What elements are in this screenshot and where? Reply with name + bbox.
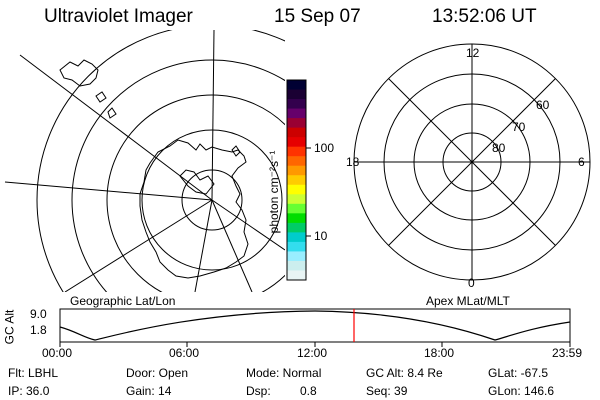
gc-alt-frame (59, 308, 571, 343)
color-bar-segment (287, 222, 306, 233)
color-bar-segment (287, 260, 306, 271)
date-label: 15 Sep 07 (274, 6, 361, 27)
status-glat: GLat: -67.5 (488, 366, 549, 380)
australia-coastline (59, 59, 99, 87)
coastline-detail (107, 107, 117, 119)
color-bar-segment (287, 203, 306, 214)
color-bar-frame (286, 79, 307, 281)
coastline-detail (179, 169, 215, 195)
status-filter: Flt: LBHL (8, 366, 59, 380)
color-bar-segment (287, 270, 306, 281)
lat-label-80: 80 (492, 141, 506, 155)
status-dsp-value: 0.8 (300, 384, 317, 398)
geographic-label: Geographic Lat/Lon (70, 294, 176, 308)
latitude-circle (106, 94, 285, 292)
status-glon: GLon: 146.6 (488, 384, 555, 398)
status-dsp-label: Dsp: (246, 384, 271, 398)
color-bar-segment (287, 137, 306, 148)
colorbar-unit-label: photon cm⁻²s⁻¹ (267, 150, 281, 234)
gc-alt-xtick: 00:00 (42, 346, 73, 360)
gc-alt-xtick: 23:59 (552, 346, 583, 360)
gc-alt-ytick: 1.8 (30, 323, 47, 337)
colorbar-tick-label: 100 (314, 141, 335, 155)
color-bar-segment (287, 213, 306, 224)
color-bar-segment (287, 184, 306, 195)
apex-label: Apex MLat/MLT (426, 294, 510, 308)
gc-alt-xtick: 06:00 (169, 346, 200, 360)
color-bar (287, 80, 306, 281)
longitude-line (211, 199, 253, 292)
status-mode: Mode: Normal (246, 366, 322, 380)
longitude-line (194, 199, 213, 292)
geographic-map (4, 30, 285, 292)
latitude-circle (141, 129, 283, 271)
lat-label-60: 60 (536, 98, 550, 112)
gc-alt-xtick: 18:00 (424, 346, 455, 360)
color-bar-segment (287, 232, 306, 243)
gc-alt-ytick: 9.0 (30, 307, 47, 321)
gc-alt-curve (59, 310, 571, 341)
coastline-detail (231, 145, 241, 157)
longitude-line (19, 54, 213, 201)
longitude-line (64, 199, 213, 292)
status-gain: Gain: 14 (126, 384, 172, 398)
color-bar-segment (287, 80, 306, 91)
color-bar-segment (287, 156, 306, 167)
polar-plot (353, 43, 591, 281)
status-ip: IP: 36.0 (8, 384, 50, 398)
gc-alt-chart (59, 308, 571, 347)
mlt-line (388, 78, 556, 246)
color-bar-segment (287, 118, 306, 129)
longitude-line (4, 181, 213, 201)
instrument-title: Ultraviolet Imager (44, 6, 193, 27)
color-bar-segment (287, 99, 306, 110)
color-bar-segment (287, 251, 306, 262)
mlt-label-18: 18 (346, 155, 360, 169)
status-door: Door: Open (126, 366, 189, 380)
color-bar-segment (287, 194, 306, 205)
status-gc-alt: GC Alt: 8.4 Re (366, 366, 443, 380)
gc-alt-axis-label: GC Alt (2, 309, 17, 345)
mlt-label-12: 12 (466, 46, 480, 60)
color-bar-segment (287, 89, 306, 100)
longitude-line (211, 199, 285, 251)
latitude-circle (71, 59, 285, 292)
mlt-label-0: 0 (468, 276, 475, 290)
color-bar-segment (287, 108, 306, 119)
gc-alt-xtick: 12:00 (297, 346, 328, 360)
colorbar-tick-label: 10 (314, 229, 328, 243)
color-bar-segment (287, 175, 306, 186)
color-bar-segment (287, 146, 306, 157)
latitude-circle (36, 30, 285, 292)
lat-label-70: 70 (512, 120, 526, 134)
color-bar-segment (287, 165, 306, 176)
longitude-line (211, 30, 215, 201)
status-seq: Seq: 39 (366, 384, 408, 398)
coastline-detail (95, 91, 107, 103)
color-bar-segment (287, 241, 306, 252)
color-bar-segment (287, 127, 306, 138)
mlt-label-6: 6 (578, 155, 585, 169)
antarctica-coastline (139, 139, 249, 279)
time-label: 13:52:06 UT (432, 6, 537, 27)
